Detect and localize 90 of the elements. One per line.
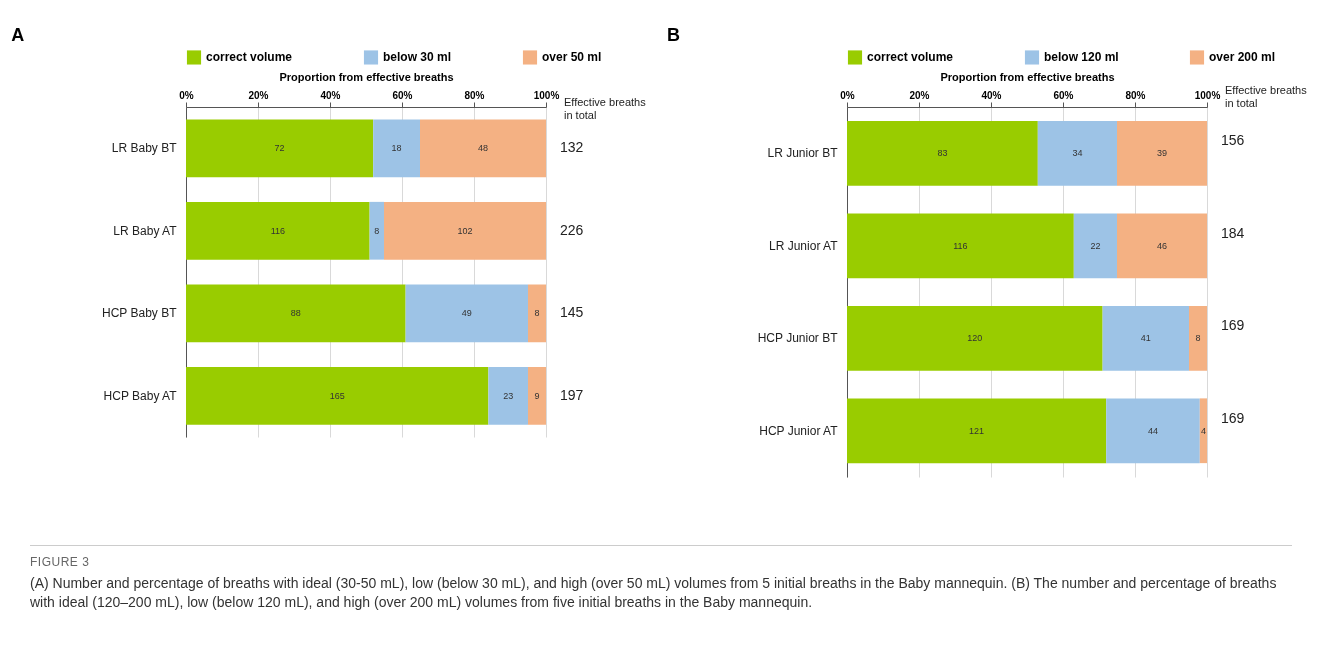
annotation: 46: [1156, 240, 1168, 251]
annotation: 34: [1072, 148, 1083, 159]
annotation: 165: [329, 390, 345, 401]
y-tick-label: HCP Junior BT: [757, 331, 839, 346]
text: 169: [1221, 317, 1245, 334]
bar: [847, 305, 1103, 371]
legend-label: below 120 ml: [1044, 50, 1119, 65]
annotation: 116: [953, 240, 968, 251]
bar: [1073, 213, 1117, 279]
annotation: 116: [270, 225, 285, 236]
annotation: 121: [969, 425, 985, 436]
annotation: 120: [967, 333, 983, 344]
y-tick-label: LR Junior AT: [769, 238, 839, 253]
x-tick-label: 40%: [320, 89, 341, 101]
x-tick-label: 0%: [840, 89, 855, 101]
text: A: [11, 25, 25, 45]
x-axis-title: Proportion from effective breaths: [279, 70, 454, 83]
y-tick-label: HCP Baby BT: [102, 306, 178, 321]
annotation: 72: [274, 143, 285, 154]
annotation: 18: [391, 143, 402, 154]
bar: [1106, 398, 1200, 464]
bar: [1037, 120, 1117, 186]
bar: [384, 201, 546, 260]
text: 226: [560, 221, 584, 238]
bar: [1117, 213, 1207, 279]
text: 169: [1221, 409, 1245, 426]
y-tick-label: LR Junior BT: [767, 146, 839, 161]
legend-label: correct volume: [867, 50, 954, 65]
bar: [186, 201, 370, 260]
annotation: 8: [374, 225, 380, 236]
x-tick-label: 100%: [1194, 89, 1221, 101]
annotation: 48: [477, 143, 489, 154]
bar: [528, 284, 546, 343]
annotation: 4: [1200, 425, 1206, 436]
bar: [186, 284, 406, 343]
text: 145: [560, 304, 584, 321]
bar: [847, 398, 1107, 464]
bar: [1102, 305, 1189, 371]
x-tick-label: 80%: [464, 89, 485, 101]
text: 132: [560, 139, 584, 156]
text: 184: [1221, 224, 1245, 241]
legend-label: correct volume: [206, 50, 293, 65]
x-tick-label: 100%: [533, 89, 560, 101]
legend-label: over 200 ml: [1209, 50, 1276, 65]
x-tick-label: 20%: [248, 89, 269, 101]
bar: [1199, 398, 1207, 464]
annotation: 22: [1090, 240, 1101, 251]
x-tick-label: 80%: [1125, 89, 1146, 101]
bar: [528, 366, 546, 425]
bar: [186, 366, 489, 425]
annotation: 8: [534, 308, 540, 319]
caption: FIGURE 3: [30, 554, 91, 571]
y-tick-label: HCP Baby AT: [103, 388, 178, 403]
annotation: 8: [1195, 333, 1201, 344]
bar: [488, 366, 528, 425]
bar: [186, 119, 374, 178]
x-axis-title: Proportion from effective breaths: [940, 70, 1115, 83]
bar: [405, 284, 528, 343]
bar: [420, 119, 546, 178]
x-tick-label: 60%: [392, 89, 413, 101]
annotation: 83: [937, 148, 948, 159]
x-tick-label: 0%: [179, 89, 194, 101]
text: Effective breaths in total: [1225, 84, 1308, 109]
bar: [847, 213, 1074, 279]
bar: [373, 119, 420, 178]
x-tick-label: 40%: [981, 89, 1002, 101]
text: 197: [560, 386, 584, 403]
text: 156: [1221, 132, 1245, 149]
annotation: 88: [290, 308, 301, 319]
x-tick-label: 20%: [909, 89, 930, 101]
annotation: 41: [1140, 333, 1151, 344]
text: (A) Number and percentage of breaths with ideal (30-50 mL), low (below 30 mL), and high (over 50 mL) volumes from 5 initial breaths in the Baby mannequin. (B) The number and percentage of breaths with ideal (120–200 mL), low (below 120 mL), and high (over 200 mL) volumes from five initial breaths in the Baby mannequin.: [30, 574, 1278, 612]
annotation: 23: [503, 390, 514, 401]
annotation: 102: [457, 225, 473, 236]
annotation: 9: [534, 390, 540, 401]
y-tick-label: LR Baby AT: [113, 223, 178, 238]
y-tick-label: LR Baby BT: [111, 141, 178, 156]
legend-label: over 50 ml: [542, 50, 602, 65]
legend-label: below 30 ml: [383, 50, 452, 65]
annotation: 44: [1147, 425, 1159, 436]
x-tick-label: 60%: [1053, 89, 1074, 101]
bar: [1189, 305, 1207, 371]
bar: [1117, 120, 1207, 186]
annotation: 49: [461, 308, 472, 319]
text: B: [666, 25, 680, 45]
bar: [369, 201, 384, 260]
text: Effective breaths in total: [564, 96, 647, 121]
y-tick-label: HCP Junior AT: [759, 423, 839, 438]
annotation: 39: [1156, 148, 1168, 159]
bar: [847, 120, 1038, 186]
